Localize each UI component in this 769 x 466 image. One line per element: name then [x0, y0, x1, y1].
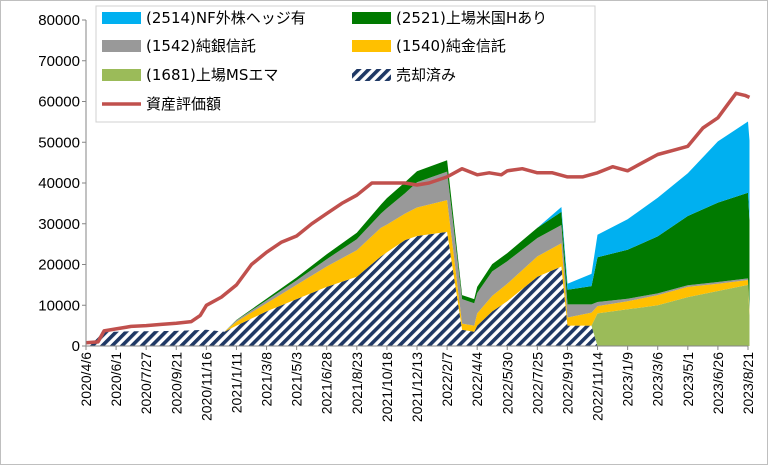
- x-tick-label: 2022/2/7: [439, 352, 455, 407]
- x-tick-label: 2020/11/16: [198, 352, 214, 421]
- line-layer: [85, 91, 751, 345]
- legend-swatch: [352, 40, 391, 52]
- legend-swatch: [102, 69, 141, 81]
- y-tick-label: 50000: [38, 134, 80, 151]
- x-tick-label: 2022/9/19: [559, 352, 575, 414]
- y-tick-label: 20000: [38, 257, 80, 274]
- x-tick-label: 2021/10/18: [379, 352, 395, 422]
- legend: (2514)NF外株ヘッジ有 (2521)上場米国Hあり (1542)純銀信託 (15…: [95, 5, 596, 123]
- y-axis-ticks: 0 10000 20000 30000 40000 50000 60000 70000 8000…: [38, 12, 80, 355]
- legend-label: 売却済み: [396, 66, 456, 84]
- legend-swatch: [102, 40, 141, 52]
- area-series-2: [86, 171, 750, 346]
- y-tick-label: 40000: [38, 175, 80, 192]
- legend-label: (1540)純金信託: [396, 37, 506, 55]
- area-series-3: [86, 160, 750, 346]
- y-tick-label: 60000: [38, 94, 80, 111]
- legend-box: [95, 5, 596, 123]
- x-tick-label: 2021/1/11: [228, 352, 244, 413]
- legend-label: (2521)上場米国Hあり: [396, 9, 547, 27]
- y-tick-label: 80000: [38, 12, 80, 29]
- x-tick-label: 2023/6/26: [710, 352, 726, 414]
- legend-label: (1681)上場MSエマ: [146, 66, 278, 84]
- x-tick-label: 2023/1/9: [620, 352, 636, 407]
- area-series-0: [86, 231, 750, 346]
- x-tick-label: 2023/3/6: [650, 352, 666, 407]
- x-tick-label: 2023/5/1: [680, 352, 696, 407]
- legend-swatch: [102, 12, 141, 24]
- x-tick-label: 2023/8/21: [740, 352, 756, 414]
- line-asset-value: [85, 91, 751, 345]
- legend-label: (2514)NF外株ヘッジ有: [146, 9, 306, 27]
- y-tick-label: 0: [72, 338, 80, 355]
- x-tick-label: 2020/4/6: [78, 352, 94, 407]
- y-tick-label: 10000: [38, 297, 80, 314]
- x-tick-label: 2021/12/13: [409, 352, 425, 422]
- legend-swatch: [352, 12, 391, 24]
- x-tick-label: 2020/7/27: [138, 352, 154, 414]
- x-tick-label: 2020/9/21: [168, 352, 184, 414]
- legend-swatch: [352, 69, 391, 81]
- x-tick-label: 2021/3/8: [259, 352, 275, 407]
- area-series-4: [86, 121, 750, 346]
- area-series-5: [86, 231, 750, 346]
- x-tick-label: 2021/5/3: [289, 352, 305, 407]
- x-tick-label: 2022/11/14: [590, 352, 606, 421]
- x-tick-label: 2020/6/1: [108, 352, 124, 407]
- x-tick-label: 2021/6/28: [319, 352, 335, 414]
- stacked-areas: [86, 121, 750, 346]
- x-axis-ticks: 2020/4/6 2020/6/1 2020/7/27 2020/9/21 2020/1…: [78, 346, 756, 422]
- legend-label: (1542)純銀信託: [146, 37, 256, 55]
- area-series-1: [86, 200, 750, 346]
- x-tick-label: 2022/5/30: [499, 352, 515, 414]
- y-tick-label: 30000: [38, 216, 80, 233]
- x-tick-label: 2021/8/23: [349, 352, 365, 414]
- x-tick-label: 2022/4/4: [469, 352, 485, 407]
- legend-label: 資産評価額: [146, 95, 221, 113]
- y-tick-label: 70000: [38, 53, 80, 70]
- x-tick-label: 2022/7/25: [529, 352, 545, 414]
